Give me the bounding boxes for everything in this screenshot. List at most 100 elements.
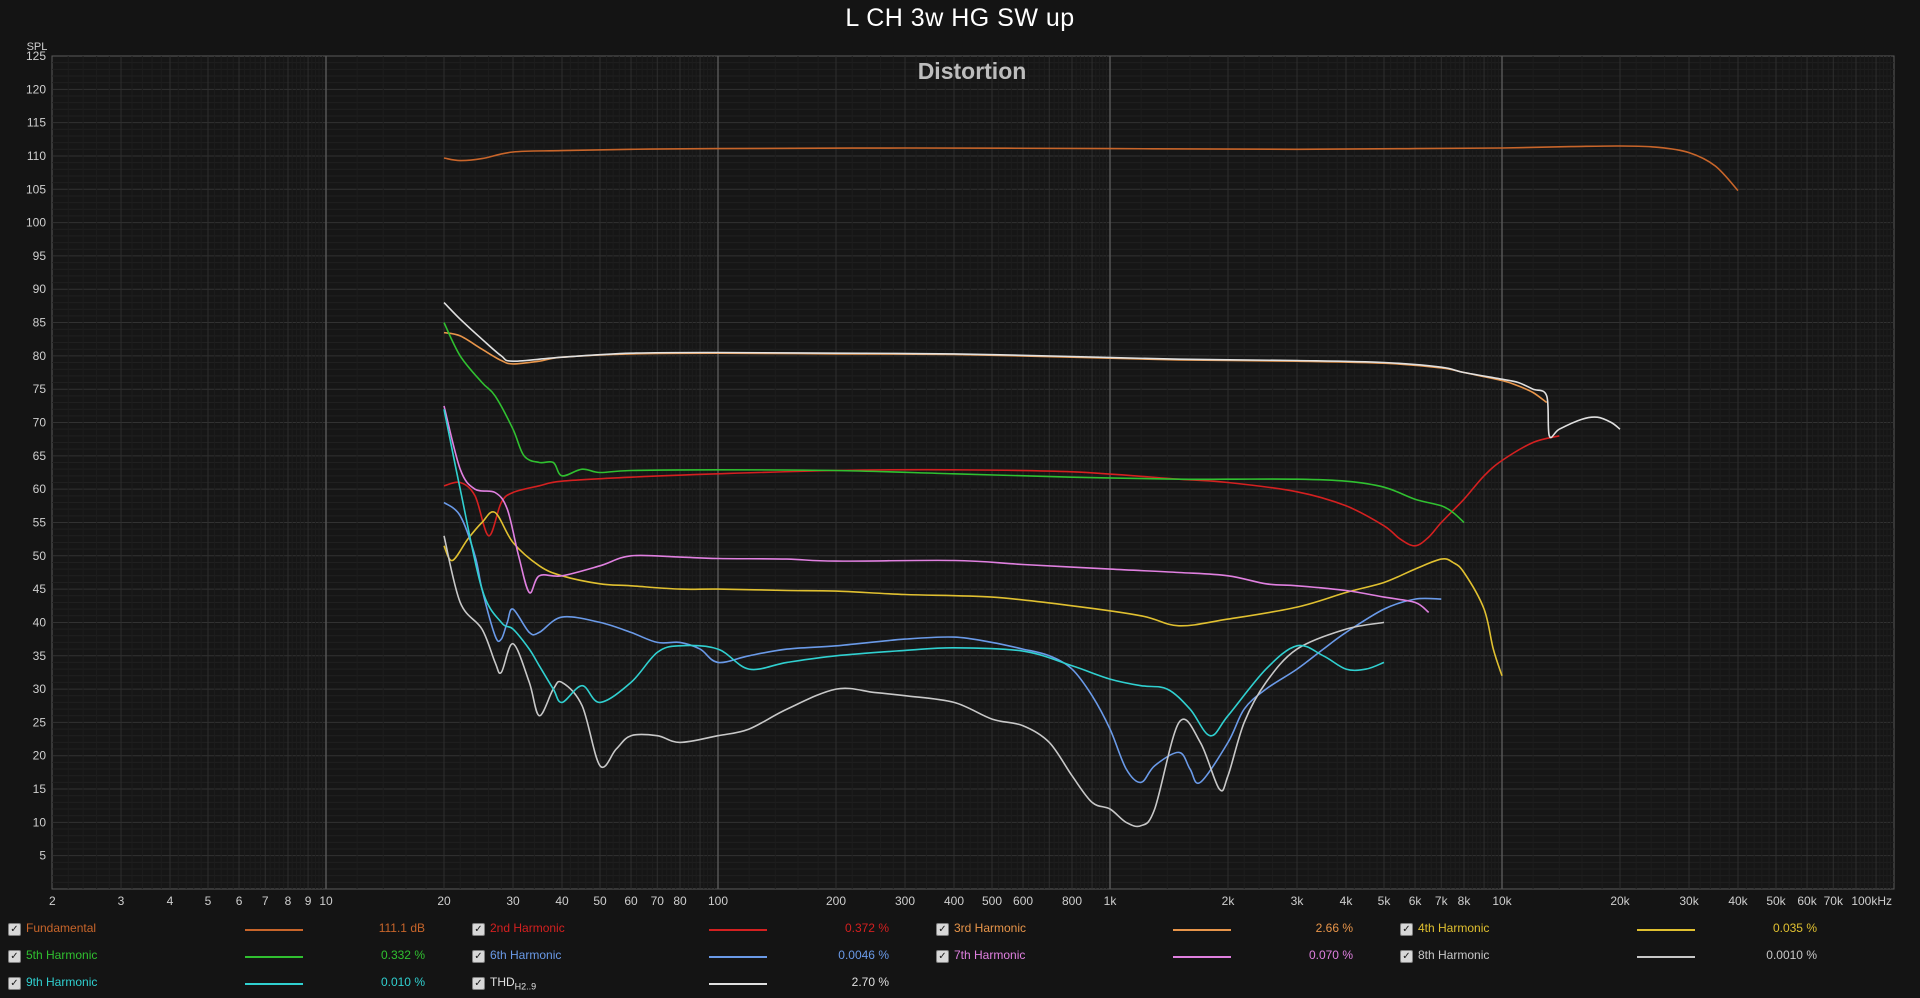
x-tick-label: 50: [593, 894, 607, 908]
plot-area[interactable]: [51, 55, 1895, 890]
legend-label: 6th Harmonic: [490, 948, 561, 962]
chart-title: Distortion: [918, 58, 1027, 84]
series-line-5th-harmonic: [443, 322, 1465, 524]
series-line-4th-harmonic: [443, 511, 1503, 677]
legend-item: ✓ 9th Harmonic 0.010 %: [0, 972, 460, 994]
legend-item: ✓ Fundamental 111.1 dB: [0, 918, 460, 940]
y-tick-label: 70: [33, 416, 47, 430]
distortion-chart[interactable]: 5101520253035404550556065707580859095100…: [0, 0, 1920, 910]
x-tick-labels: 2 3 4 5 6 7 8 9 10 20 30 40 50 60 70 80 100 200 300 400 500 6…: [49, 894, 1892, 908]
x-tick-label: 70k: [1824, 894, 1844, 908]
legend-label-text: 2nd Harmonic: [490, 921, 565, 935]
legend: ✓ Fundamental 111.1 dB ✓ 2nd Harmonic 0.372 %…: [0, 914, 1920, 998]
x-tick-label: 40: [555, 894, 569, 908]
legend-value: 111.1 dB: [378, 921, 425, 935]
legend-swatch: [1173, 929, 1231, 931]
y-tick-label: 40: [33, 615, 47, 629]
x-tick-label: 3: [118, 894, 125, 908]
legend-item: ✓ 5th Harmonic 0.332 %: [0, 945, 460, 967]
x-tick-label: 5k: [1378, 894, 1392, 908]
x-tick-label: 10k: [1492, 894, 1512, 908]
x-tick-label: 2k: [1222, 894, 1236, 908]
legend-checkbox[interactable]: ✓: [472, 923, 485, 936]
legend-label: 5th Harmonic: [26, 948, 97, 962]
y-tick-label: 80: [33, 349, 47, 363]
x-tick-label: 4k: [1340, 894, 1354, 908]
x-tick-label: 7: [262, 894, 269, 908]
y-tick-label: 35: [33, 649, 47, 663]
legend-swatch: [245, 956, 303, 958]
legend-checkbox[interactable]: ✓: [936, 950, 949, 963]
legend-label-text: THD: [490, 975, 515, 989]
x-tick-label: 400: [944, 894, 964, 908]
legend-checkbox[interactable]: ✓: [8, 923, 21, 936]
x-tick-label: 40k: [1728, 894, 1748, 908]
x-tick-label: 60: [624, 894, 638, 908]
x-tick-label: 50k: [1766, 894, 1786, 908]
legend-label-text: 8th Harmonic: [1418, 948, 1490, 962]
x-tick-label: 800: [1062, 894, 1082, 908]
series-line-2nd-harmonic: [443, 435, 1560, 547]
x-tick-label: 70: [651, 894, 665, 908]
legend-label: 3rd Harmonic: [954, 921, 1026, 935]
legend-checkbox[interactable]: ✓: [1400, 923, 1413, 936]
legend-value: 2.70 %: [851, 975, 889, 989]
legend-swatch: [245, 929, 303, 931]
series-line-6th-harmonic: [443, 501, 1442, 785]
series-lines: [443, 145, 1739, 828]
y-tick-label: 45: [33, 582, 47, 596]
legend-label-text: Fundamental: [26, 921, 97, 935]
legend-label: 2nd Harmonic: [490, 921, 565, 935]
legend-checkbox[interactable]: ✓: [8, 977, 21, 990]
series-line-7th-harmonic: [443, 405, 1430, 614]
legend-value: 0.332 %: [380, 948, 425, 962]
y-tick-label: 105: [26, 182, 46, 196]
series-line-thd-h2-9: [443, 302, 1621, 439]
y-tick-label: 30: [33, 682, 47, 696]
legend-checkbox[interactable]: ✓: [1400, 950, 1413, 963]
x-tick-label: 300: [895, 894, 915, 908]
legend-label: Fundamental: [26, 921, 96, 935]
window-title: L CH 3w HG SW up: [845, 4, 1075, 32]
y-tick-label: 90: [33, 282, 47, 296]
x-tick-label: 30k: [1679, 894, 1699, 908]
y-tick-labels: 5 10 15 20 25 30 35 40 45 50 55 60 65 70 75 80 85 90 95 100…: [26, 49, 46, 863]
y-tick-label: 25: [33, 715, 47, 729]
legend-swatch: [709, 983, 767, 985]
legend-checkbox[interactable]: ✓: [936, 923, 949, 936]
x-tick-label: 10: [319, 894, 333, 908]
x-tick-label: 6: [236, 894, 243, 908]
y-tick-label: 110: [27, 149, 46, 163]
y-tick-label: 85: [33, 316, 47, 330]
legend-label: 4th Harmonic: [1418, 921, 1489, 935]
legend-swatch: [245, 983, 303, 985]
x-tick-label: 1k: [1104, 894, 1118, 908]
x-tick-label: 80: [673, 894, 687, 908]
x-tick-label: 30: [506, 894, 520, 908]
x-tick-label: 600: [1013, 894, 1033, 908]
y-tick-label: 75: [33, 382, 47, 396]
x-tick-label: 6k: [1409, 894, 1423, 908]
legend-label-text: 5th Harmonic: [26, 948, 98, 962]
legend-checkbox[interactable]: ✓: [8, 950, 21, 963]
legend-label-subscript: H2..9: [514, 981, 537, 992]
y-tick-label: 95: [33, 249, 47, 263]
legend-item: ✓ 6th Harmonic 0.0046 %: [464, 945, 924, 967]
grid: [52, 56, 1894, 889]
legend-value: 2.66 %: [1315, 921, 1353, 935]
legend-label: 9th Harmonic: [26, 975, 97, 989]
series-line-9th-harmonic: [443, 409, 1385, 737]
y-tick-label: 120: [26, 82, 46, 96]
legend-label: 7th Harmonic: [954, 948, 1025, 962]
legend-checkbox[interactable]: ✓: [472, 977, 485, 990]
x-tick-label: 3k: [1291, 894, 1305, 908]
legend-label-text: 3rd Harmonic: [954, 921, 1027, 935]
x-tick-label: 20k: [1610, 894, 1630, 908]
y-tick-label: 100: [26, 216, 46, 230]
legend-value: 0.0046 %: [838, 948, 889, 962]
y-tick-label: 65: [33, 449, 47, 463]
x-tick-label: 500: [982, 894, 1002, 908]
legend-swatch: [1173, 956, 1231, 958]
legend-label: 8th Harmonic: [1418, 948, 1489, 962]
legend-checkbox[interactable]: ✓: [472, 950, 485, 963]
